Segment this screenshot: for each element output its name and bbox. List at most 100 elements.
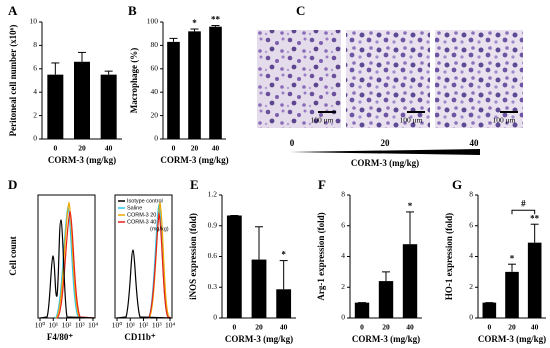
histogram	[116, 249, 172, 319]
y-tick-label: 60	[151, 64, 159, 73]
x-tick-label: 10⁰	[112, 321, 123, 330]
y-tick-label: 100	[147, 17, 159, 26]
panel-label: G	[452, 177, 462, 192]
x-tick-label: 10²	[139, 321, 150, 330]
x-tick-label: 10¹	[125, 321, 135, 330]
legend-label: CORM-3 20	[127, 212, 156, 218]
micrograph	[257, 30, 341, 128]
x-tick-label: 40	[406, 323, 414, 332]
dose-label: 40	[470, 138, 480, 148]
x-tick-label: 0	[360, 323, 364, 332]
panel-label: E	[190, 177, 199, 192]
x-tick-label: 10³	[75, 321, 86, 330]
x-axis-label: CORM-3 (mg/kg)	[48, 155, 116, 165]
x-tick-label: 10²	[62, 321, 73, 330]
x-axis-label: CORM-3 (mg/kg)	[225, 334, 293, 344]
x-tick-label: 20	[255, 323, 263, 332]
x-axis-label: CORM-3 (mg/kg)	[160, 155, 228, 165]
y-tick-label: 6	[33, 64, 37, 73]
x-axis-label: F4/80⁺	[47, 332, 73, 342]
panel-label: A	[8, 3, 18, 18]
comparison-bracket	[511, 209, 536, 215]
significance-mark: **	[530, 213, 540, 223]
x-tick-label: 10⁴	[88, 321, 99, 330]
y-tick-label: 4	[33, 87, 37, 96]
y-tick-label: 40	[151, 87, 159, 96]
bar	[527, 242, 542, 318]
y-tick-label: 0.9	[208, 220, 218, 229]
y-tick-label: 2	[341, 282, 345, 291]
y-tick-label: 8	[469, 190, 473, 199]
y-tick-label: 6	[469, 220, 473, 229]
y-tick-label: 4	[341, 251, 345, 260]
y-tick-label: 2	[33, 110, 37, 119]
panel-label: F	[318, 177, 326, 192]
y-tick-label: 0	[213, 313, 217, 322]
x-tick-label: 0	[487, 323, 491, 332]
scale-label: 100 μm	[311, 116, 334, 125]
panel-label: D	[8, 177, 17, 192]
panel-label: B	[128, 3, 137, 18]
histogram	[39, 219, 95, 319]
x-axis-label: CORM-3 (mg/kg)	[352, 334, 420, 344]
y-tick-label: 8	[341, 190, 345, 199]
bar	[251, 259, 267, 318]
y-axis-label: HO-1 expression (fold)	[444, 213, 454, 300]
y-axis-label: Macrophage (%)	[129, 48, 139, 114]
significance-mark: **	[211, 15, 221, 25]
significance-mark: *	[510, 253, 515, 263]
comparison-label: #	[521, 198, 526, 208]
significance-mark: *	[192, 18, 197, 28]
x-tick-label: 10³	[152, 321, 163, 330]
histogram	[56, 210, 95, 319]
x-tick-label: 40	[280, 323, 288, 332]
dose-wedge	[290, 149, 480, 155]
x-tick-label: 40	[105, 144, 113, 153]
micrograph	[346, 30, 430, 128]
bar	[482, 302, 497, 318]
x-tick-label: 0	[53, 144, 57, 153]
dose-label: 0	[290, 138, 295, 148]
bar	[74, 61, 90, 139]
x-tick-label: 0	[232, 323, 236, 332]
dose-label: 20	[381, 138, 391, 148]
bar	[402, 244, 418, 318]
bar	[276, 289, 292, 318]
y-tick-label: 0	[469, 313, 473, 322]
y-tick-label: 20	[151, 110, 159, 119]
bar	[209, 26, 222, 139]
x-tick-label: 10¹	[48, 321, 58, 330]
bar	[47, 74, 64, 139]
x-tick-label: 10⁴	[165, 321, 176, 330]
significance-mark: *	[281, 250, 286, 260]
y-tick-label: 80	[151, 40, 159, 49]
y-tick-label: 10	[30, 17, 38, 26]
x-tick-label: 20	[191, 144, 199, 153]
x-tick-label: 40	[212, 144, 220, 153]
x-axis-label: CORM-3 (mg/kg)	[351, 158, 419, 168]
y-tick-label: 0.3	[208, 282, 218, 291]
y-axis-label: iNOS expression (fold)	[188, 213, 198, 300]
x-axis-label: CD11b⁺	[124, 332, 156, 342]
micrograph	[435, 30, 523, 128]
x-tick-label: 0	[172, 144, 176, 153]
y-axis-label: Arg-1 expression (fold)	[316, 212, 326, 300]
bar	[378, 281, 394, 318]
y-tick-label: 6	[341, 220, 345, 229]
y-axis-label: Cell count	[8, 236, 18, 275]
y-axis-label: Peritoneal cell number (x10⁶)	[8, 25, 18, 137]
x-tick-label: 40	[531, 323, 539, 332]
bar	[505, 271, 519, 318]
y-tick-label: 0	[154, 134, 158, 143]
scale-label: 100 μm	[400, 116, 423, 125]
x-tick-label: 20	[508, 323, 516, 332]
bar	[354, 302, 370, 318]
significance-mark: *	[408, 201, 413, 211]
x-tick-label: 20	[78, 144, 86, 153]
y-tick-label: 0	[33, 134, 37, 143]
y-tick-label: 4	[469, 251, 473, 260]
legend-label: Saline	[127, 205, 142, 211]
legend-label: Isotype control	[127, 198, 163, 204]
legend-label: (mg/kg)	[150, 226, 169, 232]
